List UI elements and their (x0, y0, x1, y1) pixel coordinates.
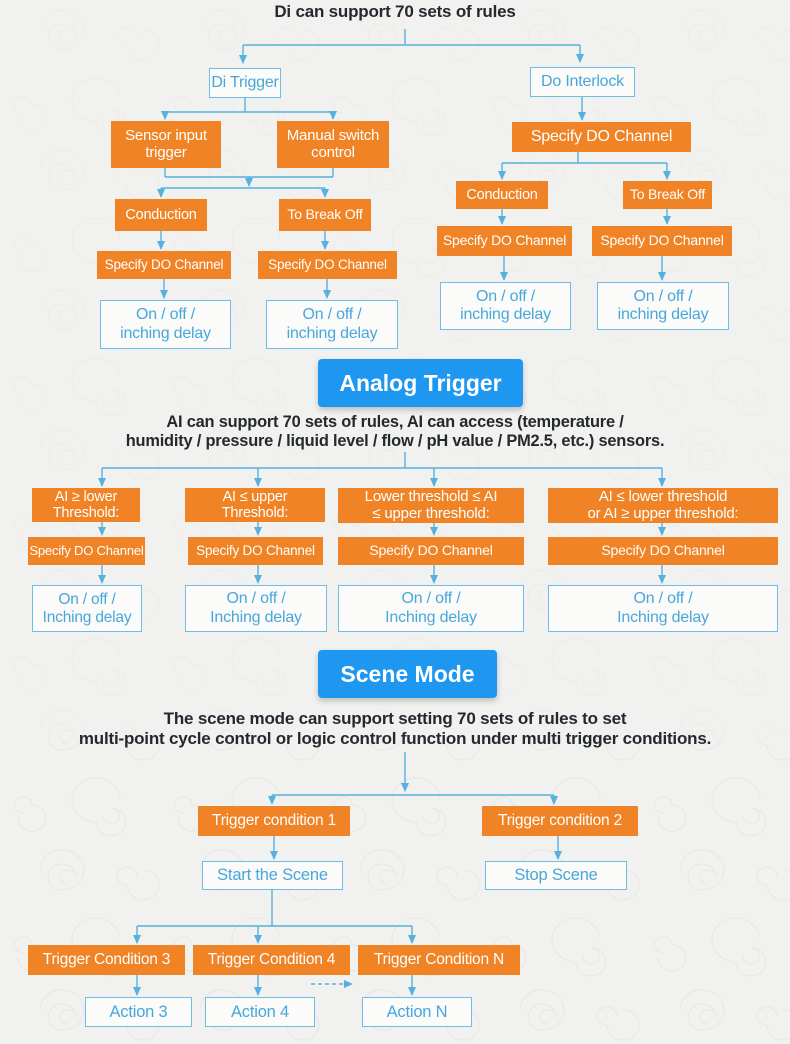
analog-specify-do-channel-1-box: Specify DO Channel (28, 537, 145, 565)
do-to-break-off-box: To Break Off (623, 181, 712, 209)
action-3-box: Action 3 (85, 997, 192, 1027)
analog-on-off-inching-delay-2-box: On / off / Inching delay (185, 585, 327, 632)
do-on-off-inching-delay-left-box: On / off / inching delay (440, 282, 571, 330)
do-on-off-inching-delay-right-box: On / off / inching delay (597, 282, 729, 330)
analog-condition-3-box: Lower threshold ≤ AI ≤ upper threshold: (338, 488, 524, 523)
trigger-condition-3-box: Trigger Condition 3 (28, 945, 185, 975)
do-specify-do-channel-right-box: Specify DO Channel (592, 226, 732, 256)
analog-on-off-inching-delay-4-box: On / off / Inching delay (548, 585, 778, 632)
di-conduction-box: Conduction (115, 199, 207, 231)
trigger-condition-2-box: Trigger condition 2 (482, 806, 638, 836)
scene-section-description: The scene mode can support setting 70 se… (78, 708, 712, 748)
manual-switch-control-box: Manual switch control (277, 121, 389, 168)
analog-section-description: AI can support 70 sets of rules, AI can … (125, 413, 665, 450)
action-4-box: Action 4 (205, 997, 315, 1027)
trigger-condition-n-box: Trigger Condition N (358, 945, 520, 975)
trigger-condition-4-box: Trigger Condition 4 (193, 945, 350, 975)
analog-specify-do-channel-3-box: Specify DO Channel (338, 537, 524, 565)
di-on-off-inching-delay-left-box: On / off / inching delay (100, 300, 231, 349)
di-trigger-box: Di Trigger (209, 68, 281, 98)
analog-condition-1-box: AI ≥ lower Threshold: (32, 488, 140, 522)
do-specify-do-channel-left-box: Specify DO Channel (437, 226, 572, 256)
di-section-title: Di can support 70 sets of rules (274, 2, 516, 22)
scene-mode-button: Scene Mode (318, 650, 497, 698)
analog-specify-do-channel-4-box: Specify DO Channel (548, 537, 778, 565)
analog-condition-2-box: AI ≤ upper Threshold: (185, 488, 325, 522)
analog-condition-4-box: AI ≤ lower threshold or AI ≥ upper thres… (548, 488, 778, 523)
di-to-break-off-box: To Break Off (279, 199, 371, 231)
start-the-scene-box: Start the Scene (202, 861, 343, 890)
action-n-box: Action N (362, 997, 472, 1027)
analog-on-off-inching-delay-1-box: On / off / Inching delay (32, 585, 142, 632)
do-specify-do-channel-top-box: Specify DO Channel (512, 122, 691, 152)
di-on-off-inching-delay-right-box: On / off / inching delay (266, 300, 398, 349)
do-conduction-box: Conduction (456, 181, 548, 209)
sensor-input-trigger-box: Sensor input trigger (111, 121, 221, 168)
do-interlock-box: Do Interlock (530, 67, 635, 97)
di-specify-do-channel-right-box: Specify DO Channel (258, 251, 397, 279)
analog-trigger-button: Analog Trigger (318, 359, 523, 407)
trigger-condition-1-box: Trigger condition 1 (198, 806, 350, 836)
analog-specify-do-channel-2-box: Specify DO Channel (188, 537, 323, 565)
stop-scene-box: Stop Scene (485, 861, 627, 890)
di-specify-do-channel-left-box: Specify DO Channel (97, 251, 231, 279)
analog-on-off-inching-delay-3-box: On / off / Inching delay (338, 585, 524, 632)
